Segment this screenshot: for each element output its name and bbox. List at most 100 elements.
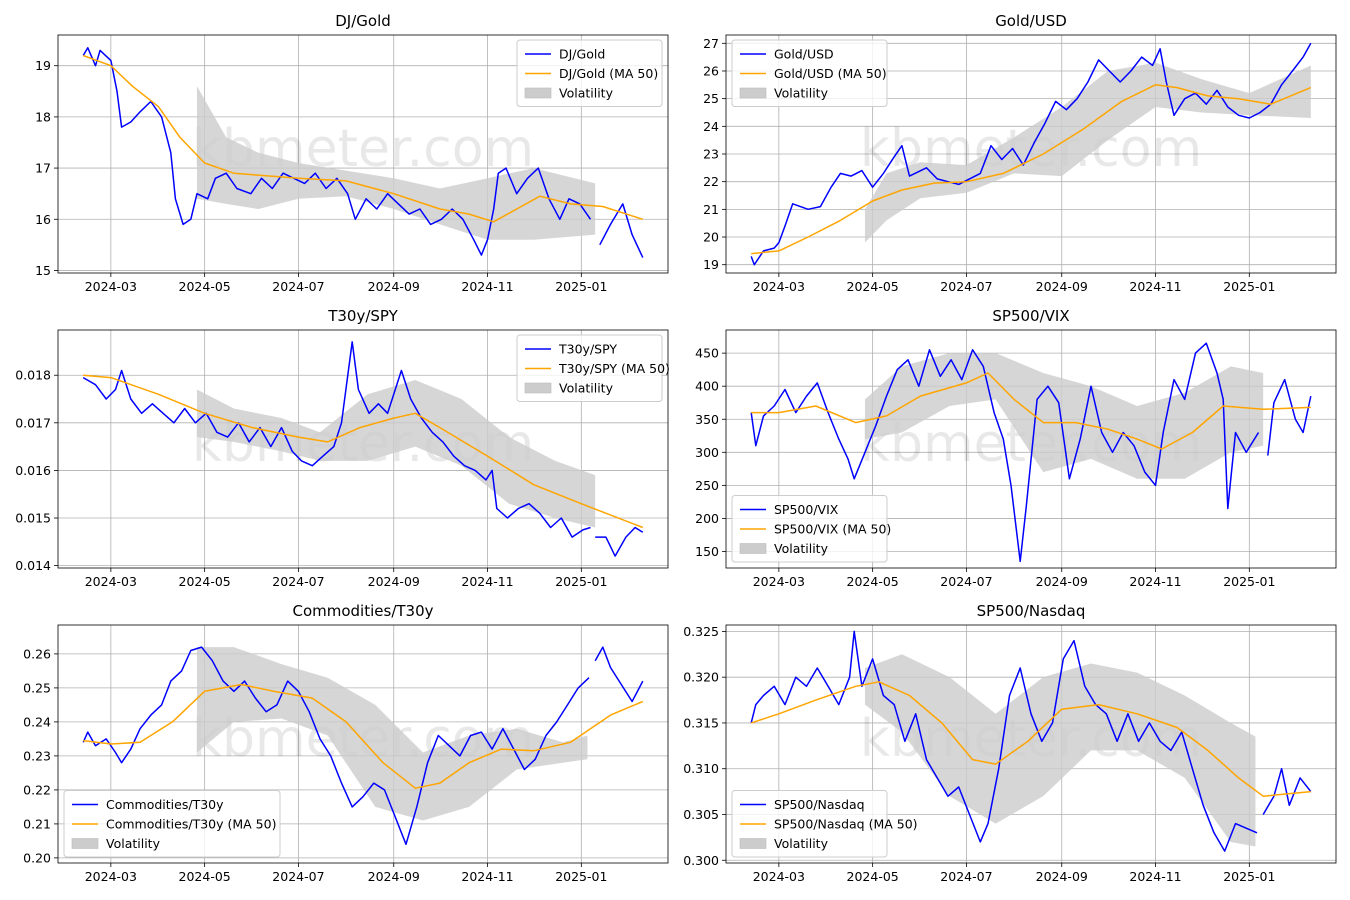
x-tick-label: 2024-03 bbox=[753, 279, 805, 294]
x-tick-label: 2024-11 bbox=[461, 869, 513, 884]
legend-label: Volatility bbox=[774, 836, 829, 851]
x-tick-label: 2024-03 bbox=[753, 574, 805, 589]
series-line bbox=[599, 203, 644, 258]
x-tick-label: 2024-07 bbox=[272, 869, 324, 884]
series-line bbox=[595, 526, 644, 557]
x-tick-label: 2024-05 bbox=[179, 279, 231, 294]
y-tick-label: 350 bbox=[695, 412, 719, 427]
x-tick-label: 2024-07 bbox=[272, 279, 324, 294]
x-tick-label: 2024-07 bbox=[940, 279, 992, 294]
y-tick-label: 0.22 bbox=[23, 782, 51, 797]
chart-title: SP500/VIX bbox=[992, 307, 1069, 325]
legend-label: T30y/SPY bbox=[558, 342, 617, 357]
x-tick-label: 2024-09 bbox=[1036, 574, 1088, 589]
x-tick-label: 2025-01 bbox=[1223, 574, 1275, 589]
x-tick-label: 2024-11 bbox=[461, 574, 513, 589]
legend-label: SP500/Nasdaq (MA 50) bbox=[774, 817, 918, 832]
x-tick-label: 2024-07 bbox=[940, 869, 992, 884]
series-line bbox=[82, 646, 590, 846]
legend-box bbox=[63, 790, 281, 858]
y-tick-label: 18 bbox=[35, 109, 51, 124]
ma-line bbox=[751, 372, 1311, 450]
axes-frame bbox=[725, 329, 1337, 569]
y-tick-label: 0.310 bbox=[683, 761, 719, 776]
chart-title: Gold/USD bbox=[995, 12, 1067, 30]
chart-title: Commodities/T30y bbox=[292, 602, 433, 620]
legend-box bbox=[731, 495, 888, 563]
axes-frame bbox=[57, 624, 669, 864]
y-tick-label: 0.018 bbox=[15, 368, 51, 383]
legend-label: SP500/VIX (MA 50) bbox=[774, 522, 891, 537]
y-tick-label: 0.017 bbox=[15, 415, 51, 430]
plot-content: kbmeter.com bbox=[726, 625, 1336, 863]
x-tick-label: 2025-01 bbox=[555, 279, 607, 294]
y-tick-label: 24 bbox=[703, 119, 719, 134]
series-line bbox=[1262, 767, 1312, 815]
x-tick-label: 2024-07 bbox=[272, 574, 324, 589]
plot-content: kbmeter.com bbox=[726, 330, 1336, 568]
legend-box bbox=[731, 790, 888, 858]
y-tick-label: 0.300 bbox=[683, 853, 719, 868]
series-line bbox=[750, 42, 1312, 266]
x-tick-label: 2024-05 bbox=[847, 279, 899, 294]
axes-frame bbox=[725, 624, 1337, 864]
legend-label: DJ/Gold (MA 50) bbox=[559, 66, 658, 81]
x-tick-label: 2024-05 bbox=[179, 574, 231, 589]
plot-content: kbmeter.com bbox=[58, 330, 668, 568]
legend-label: Volatility bbox=[559, 381, 614, 396]
ma-line bbox=[83, 683, 644, 789]
y-tick-label: 17 bbox=[35, 161, 51, 176]
y-tick-label: 200 bbox=[695, 511, 719, 526]
x-tick-label: 2024-11 bbox=[1129, 574, 1181, 589]
y-tick-label: 150 bbox=[695, 544, 719, 559]
legend: DJ/Gold DJ/Gold (MA 50) Volatility bbox=[516, 39, 663, 107]
series-line bbox=[594, 646, 644, 703]
x-tick-label: 2024-09 bbox=[368, 869, 420, 884]
x-tick-label: 2024-11 bbox=[461, 279, 513, 294]
legend: Commodities/T30y Commodities/T30y (MA 50)… bbox=[63, 790, 281, 858]
legend-swatch-volatility bbox=[524, 382, 552, 394]
y-tick-label: 27 bbox=[703, 36, 719, 51]
y-tick-label: 26 bbox=[703, 63, 719, 78]
y-tick-label: 22 bbox=[703, 174, 719, 189]
plot-content: kbmeter.com bbox=[58, 625, 668, 863]
volatility-band bbox=[196, 647, 588, 821]
legend-label: Commodities/T30y bbox=[106, 797, 224, 812]
y-tick-label: 19 bbox=[703, 257, 719, 272]
x-tick-label: 2024-07 bbox=[940, 574, 992, 589]
volatility-band bbox=[196, 86, 596, 240]
series-line bbox=[82, 341, 591, 538]
x-tick-label: 2024-09 bbox=[368, 574, 420, 589]
legend-swatch-volatility bbox=[524, 87, 552, 99]
legend-label: SP500/VIX bbox=[774, 502, 839, 517]
chart-panel-3: kbmeter.com 2024-03 2024-05 2024-07 2024-09 2… bbox=[695, 307, 1337, 589]
x-tick-label: 2024-09 bbox=[368, 279, 420, 294]
y-tick-label: 0.016 bbox=[15, 463, 51, 478]
series-line bbox=[750, 630, 1258, 852]
legend-label: SP500/Nasdaq bbox=[774, 797, 865, 812]
y-tick-label: 23 bbox=[703, 147, 719, 162]
y-tick-label: 300 bbox=[695, 445, 719, 460]
chart-panel-5: kbmeter.com 2024-03 2024-05 2024-07 2024-09 2… bbox=[683, 602, 1337, 884]
legend-label: Volatility bbox=[559, 86, 614, 101]
x-tick-label: 2024-05 bbox=[179, 869, 231, 884]
legend-label: Volatility bbox=[774, 86, 829, 101]
y-tick-label: 0.25 bbox=[23, 680, 51, 695]
y-tick-label: 0.015 bbox=[15, 511, 51, 526]
chart-panel-2: kbmeter.com 2024-03 2024-05 2024-07 2024-09 2… bbox=[15, 307, 670, 589]
legend-box bbox=[516, 334, 663, 402]
y-tick-label: 0.305 bbox=[683, 807, 719, 822]
legend-label: Volatility bbox=[106, 836, 161, 851]
y-tick-label: 15 bbox=[35, 263, 51, 278]
ma-line bbox=[751, 84, 1312, 255]
ma-line bbox=[83, 374, 644, 529]
x-tick-label: 2025-01 bbox=[1223, 869, 1275, 884]
y-tick-label: 400 bbox=[695, 379, 719, 394]
y-tick-label: 0.20 bbox=[23, 850, 51, 865]
y-tick-label: 25 bbox=[703, 91, 719, 106]
plot-content: kbmeter.com bbox=[726, 35, 1336, 273]
y-tick-label: 19 bbox=[35, 58, 51, 73]
x-tick-label: 2024-11 bbox=[1129, 279, 1181, 294]
series-line bbox=[1267, 378, 1312, 456]
